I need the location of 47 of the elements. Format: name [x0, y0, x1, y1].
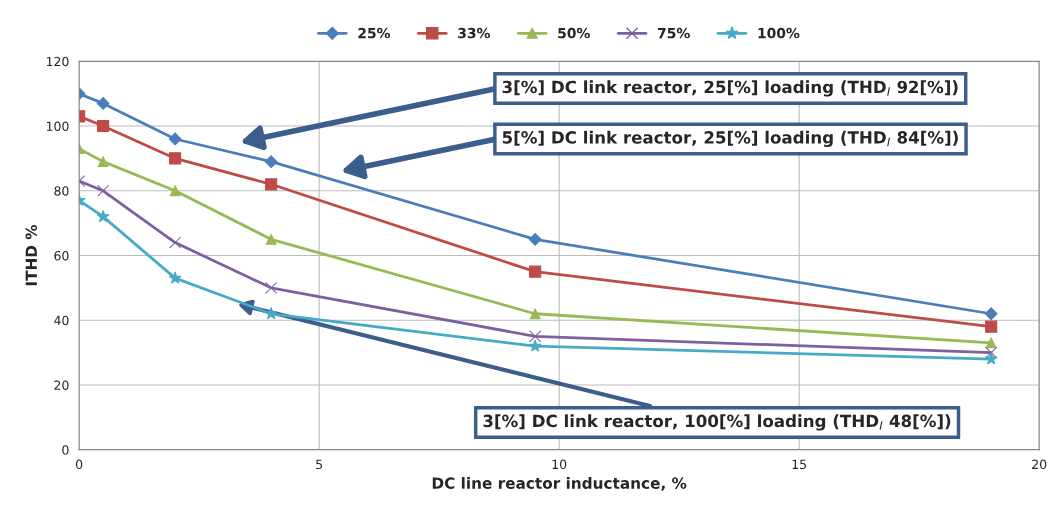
- point: [169, 236, 182, 249]
- point: [985, 337, 997, 349]
- legend-label: 25%: [358, 27, 391, 39]
- point: [529, 265, 542, 278]
- x-tick-label: 0: [75, 459, 83, 470]
- point: [529, 308, 541, 320]
- point: [168, 132, 182, 146]
- y-tick-label: 40: [54, 315, 69, 326]
- point: [96, 96, 110, 110]
- x-tick-label: 20: [1032, 459, 1047, 470]
- legend-label: 50%: [558, 27, 590, 39]
- point: [984, 352, 998, 365]
- point: [97, 184, 110, 197]
- point: [169, 152, 182, 165]
- point: [168, 271, 182, 284]
- annotation: 5[%] DC link reactor, 25[%] loading (THD$_{I}$ 84[%]): [502, 130, 958, 148]
- point: [528, 339, 542, 352]
- point: [529, 330, 542, 343]
- annotation: 3[%] DC link reactor, 25[%] loading (THD$_{I}$ 92[%]): [502, 80, 958, 97]
- x-tick-label: 10: [552, 459, 567, 470]
- x-axis-title: DC line reactor inductance, %: [432, 477, 687, 491]
- point: [264, 306, 278, 320]
- point: [528, 232, 542, 246]
- legend-label: 33%: [458, 27, 491, 39]
- y-tick-label: 20: [54, 380, 69, 390]
- point: [985, 346, 998, 359]
- point: [97, 156, 109, 168]
- y-tick-label: 80: [54, 186, 69, 196]
- legend-label: 100%: [758, 27, 800, 39]
- legend-label: 75%: [657, 27, 690, 39]
- y-axis-title: ITHD %: [25, 224, 38, 286]
- annotation: 3[%] DC link reactor, 100[%] loading (THD$_{I}$ 48[%]): [483, 414, 951, 431]
- point: [264, 155, 278, 169]
- y-tick-label: 120: [46, 56, 69, 67]
- y-tick-label: 60: [54, 250, 69, 261]
- point: [985, 320, 998, 333]
- y-tick-label: 100: [46, 121, 69, 131]
- point: [169, 185, 181, 197]
- point: [265, 233, 277, 245]
- x-tick-label: 5: [316, 459, 323, 470]
- x-tick-label: 15: [792, 459, 807, 470]
- point: [96, 209, 110, 223]
- point: [265, 178, 278, 191]
- point: [265, 281, 278, 294]
- point: [97, 119, 110, 133]
- point: [984, 307, 998, 321]
- y-tick-label: 0: [62, 445, 69, 455]
